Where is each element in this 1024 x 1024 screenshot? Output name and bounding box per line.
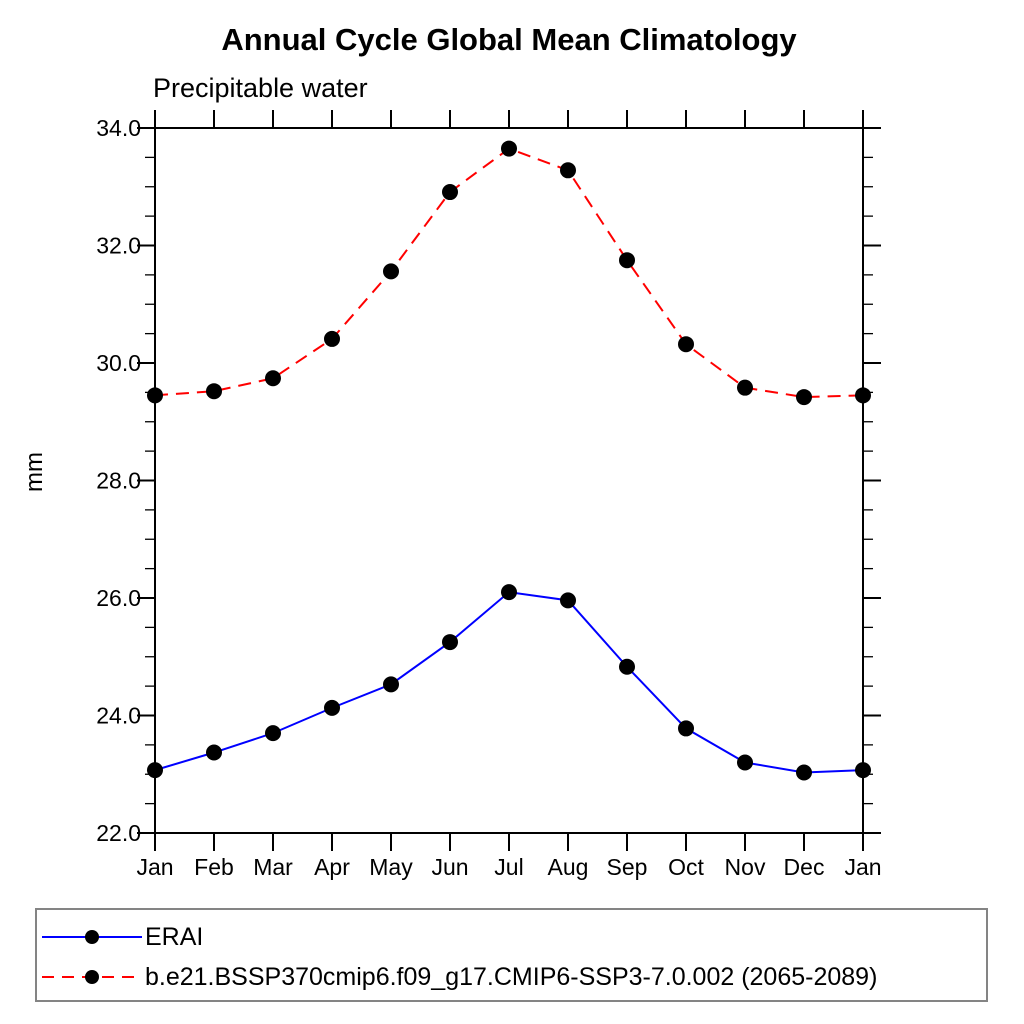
data-point-series-0 bbox=[796, 764, 812, 781]
data-point-series-1 bbox=[442, 184, 458, 201]
series-line-0 bbox=[154, 591, 864, 774]
data-point-series-1 bbox=[324, 330, 340, 347]
legend-item-model: b.e21.BSSP370cmip6.f09_g17.CMIP6-SSP3-7.… bbox=[41, 962, 877, 992]
legend-label-model: b.e21.BSSP370cmip6.f09_g17.CMIP6-SSP3-7.… bbox=[145, 962, 878, 991]
x-tick-label: May bbox=[369, 854, 413, 880]
data-point-series-0 bbox=[619, 658, 635, 675]
y-tick-label: 24.0 bbox=[96, 703, 141, 729]
data-point-series-1 bbox=[855, 387, 871, 404]
data-point-series-0 bbox=[147, 762, 163, 779]
y-tick-label: 28.0 bbox=[96, 468, 141, 494]
data-point-series-0 bbox=[855, 762, 871, 779]
legend-marker-dot bbox=[85, 930, 99, 944]
data-point-series-0 bbox=[265, 725, 281, 742]
data-point-series-1 bbox=[560, 162, 576, 179]
series-line-1 bbox=[154, 147, 864, 399]
data-point-series-0 bbox=[678, 720, 694, 737]
y-tick-label: 30.0 bbox=[96, 350, 141, 376]
x-tick-label: Sep bbox=[607, 854, 648, 880]
y-tick-label: 34.0 bbox=[96, 115, 141, 141]
legend-label-erai: ERAI bbox=[145, 922, 204, 951]
x-tick-label: Dec bbox=[784, 854, 825, 880]
data-point-series-0 bbox=[737, 754, 753, 771]
data-point-series-1 bbox=[796, 389, 812, 406]
data-point-series-0 bbox=[442, 634, 458, 651]
data-point-series-1 bbox=[206, 383, 222, 400]
x-tick-label: Apr bbox=[314, 854, 350, 880]
x-tick-label: Nov bbox=[725, 854, 766, 880]
chart-title: Annual Cycle Global Mean Climatology bbox=[221, 22, 797, 57]
x-tick-label: Jan bbox=[844, 854, 881, 880]
data-point-series-1 bbox=[737, 379, 753, 396]
plot-area: 22.0 24.0 26.0 28.0 30.0 32.0 34.0 Jan Feb Mar Apr… bbox=[96, 110, 882, 880]
x-tick-label: Aug bbox=[548, 854, 589, 880]
data-point-series-1 bbox=[265, 370, 281, 387]
y-tick-label: 26.0 bbox=[96, 585, 141, 611]
data-point-series-1 bbox=[619, 252, 635, 269]
legend-solid-line-icon bbox=[42, 930, 142, 944]
data-point-series-1 bbox=[147, 387, 163, 404]
legend-dashed-line-icon bbox=[42, 970, 142, 984]
data-point-series-0 bbox=[560, 592, 576, 609]
x-tick-label: Mar bbox=[253, 854, 293, 880]
data-point-series-1 bbox=[383, 263, 399, 280]
legend-box: ERAI b.e21.BSSP370cmip6.f09_g17.CMIP6-SS… bbox=[35, 908, 988, 1002]
x-tick-label: Jan bbox=[136, 854, 173, 880]
y-tick-label: 32.0 bbox=[96, 233, 141, 259]
data-point-series-0 bbox=[383, 676, 399, 693]
data-point-series-0 bbox=[206, 744, 222, 761]
x-tick-label: Jul bbox=[494, 854, 523, 880]
legend-item-erai: ERAI bbox=[41, 922, 203, 952]
data-point-series-1 bbox=[501, 140, 517, 157]
y-tick-label: 22.0 bbox=[96, 820, 141, 846]
x-tick-label: Jun bbox=[431, 854, 468, 880]
x-tick-label: Feb bbox=[194, 854, 234, 880]
data-point-series-0 bbox=[324, 699, 340, 716]
plot-frame bbox=[154, 127, 864, 834]
data-point-series-1 bbox=[678, 336, 694, 353]
data-point-series-0 bbox=[501, 584, 517, 601]
y-axis-unit-label: mm bbox=[21, 452, 48, 492]
legend-marker-dot bbox=[85, 970, 99, 984]
x-tick-label: Oct bbox=[668, 854, 704, 880]
chart-subtitle: Precipitable water bbox=[153, 73, 368, 103]
